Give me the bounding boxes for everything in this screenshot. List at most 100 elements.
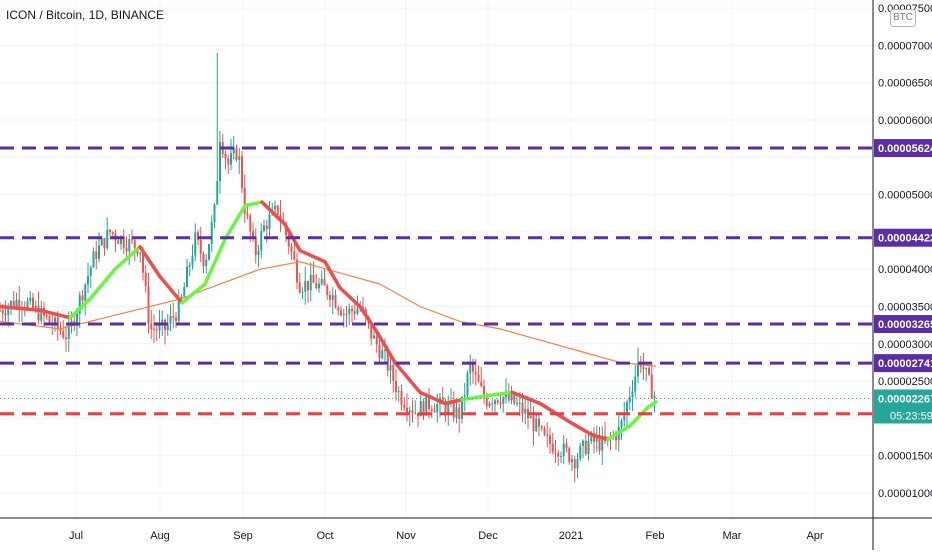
candle-body: [414, 412, 417, 414]
candle-body: [32, 297, 34, 308]
candle-body: [166, 323, 169, 330]
candle-body: [147, 286, 150, 324]
candle-body: [568, 448, 571, 463]
level-label-0: 0.00005624: [878, 143, 932, 155]
candle-body: [78, 295, 81, 314]
candle-body: [205, 259, 208, 267]
candle-body: [444, 403, 447, 415]
candle-body: [334, 295, 337, 308]
y-tick-label: 0.00003000: [878, 339, 932, 351]
candle-body: [403, 405, 406, 408]
candle-body: [186, 266, 188, 287]
candle-body: [18, 299, 21, 308]
ma-fast-up-segment: [606, 400, 658, 442]
last-price-label-bg: [874, 389, 932, 424]
candle-body: [469, 362, 472, 374]
candle-body: [224, 153, 227, 159]
candle-body: [579, 445, 582, 459]
ma-fast-down-segment: [260, 200, 464, 406]
candle-body: [560, 456, 562, 458]
candle-body: [287, 235, 290, 247]
candle-body: [626, 402, 628, 414]
candle-body: [615, 435, 617, 441]
x-tick-label: Jul: [69, 530, 83, 542]
candle-body: [227, 158, 230, 165]
candle-body: [0, 310, 1, 312]
candle-body: [510, 394, 513, 401]
candle-body: [1, 310, 4, 314]
candle-body: [276, 205, 279, 215]
candle-body: [197, 232, 199, 240]
candle-body: [111, 232, 114, 234]
level-label-bg-3: [874, 354, 932, 373]
candle-body: [378, 344, 381, 359]
candle-body: [216, 181, 219, 205]
candle-body: [356, 308, 359, 314]
candle-body: [505, 392, 507, 398]
candle-body: [499, 402, 502, 404]
candle-body: [37, 305, 40, 321]
x-tick-label: Oct: [316, 530, 333, 542]
candle-body: [496, 400, 499, 403]
candle-body: [331, 295, 334, 300]
x-tick-label: 2021: [559, 530, 583, 542]
ma-fast-up-segment: [68, 245, 142, 320]
candle-body: [461, 396, 463, 419]
candle-body: [155, 329, 158, 331]
candle-body: [243, 188, 246, 214]
candle-body: [257, 250, 260, 256]
candle-body: [293, 251, 296, 260]
countdown-label: 05:23:59: [890, 410, 932, 422]
candle-body: [263, 225, 265, 232]
ma-fast-up-segment: [460, 390, 514, 402]
candle-body: [502, 397, 505, 404]
candle-body: [59, 328, 62, 332]
candle-body: [98, 245, 100, 259]
candle-body: [290, 246, 293, 252]
candle-body: [628, 397, 631, 403]
candle-body: [158, 323, 161, 331]
candle-body: [153, 328, 155, 330]
candle-body: [637, 363, 639, 377]
candle-body: [584, 440, 587, 455]
candle-body: [587, 441, 590, 455]
candle-body: [268, 214, 271, 230]
candle-body: [386, 350, 389, 371]
ma-fast-down-segment: [138, 245, 184, 305]
candle-body: [384, 350, 386, 352]
level-label-1: 0.00004422: [878, 233, 932, 245]
candle-body: [10, 301, 12, 308]
candle-body: [634, 376, 637, 392]
x-tick-label: Mar: [723, 530, 742, 542]
candle-body: [593, 433, 595, 442]
candle-body: [307, 280, 309, 291]
candle-body: [590, 433, 593, 442]
candle-body: [109, 229, 111, 233]
candle-body: [106, 229, 109, 248]
candle-body: [488, 403, 491, 406]
candle-body: [260, 231, 263, 251]
candle-body: [392, 364, 395, 381]
candle-body: [87, 275, 89, 285]
candle-body: [631, 391, 634, 398]
y-tick-label: 0.00002500: [878, 376, 932, 388]
candle-body: [95, 251, 98, 259]
candle-body: [12, 301, 15, 308]
candle-body: [7, 307, 10, 316]
candle-body: [76, 313, 78, 326]
candle-body: [645, 368, 648, 370]
currency-badge[interactable]: BTC: [890, 9, 916, 27]
x-tick-label: Aug: [150, 530, 170, 542]
candle-body: [315, 282, 318, 289]
candle-body: [425, 396, 428, 416]
candle-body: [348, 308, 351, 314]
candle-body: [62, 331, 65, 338]
candle-body: [595, 437, 598, 442]
y-tick-label: 0.00006500: [878, 78, 932, 90]
candle-body: [422, 401, 425, 416]
candle-body: [15, 299, 18, 308]
candle-body: [304, 280, 307, 292]
level-label-bg-2: [874, 315, 932, 334]
